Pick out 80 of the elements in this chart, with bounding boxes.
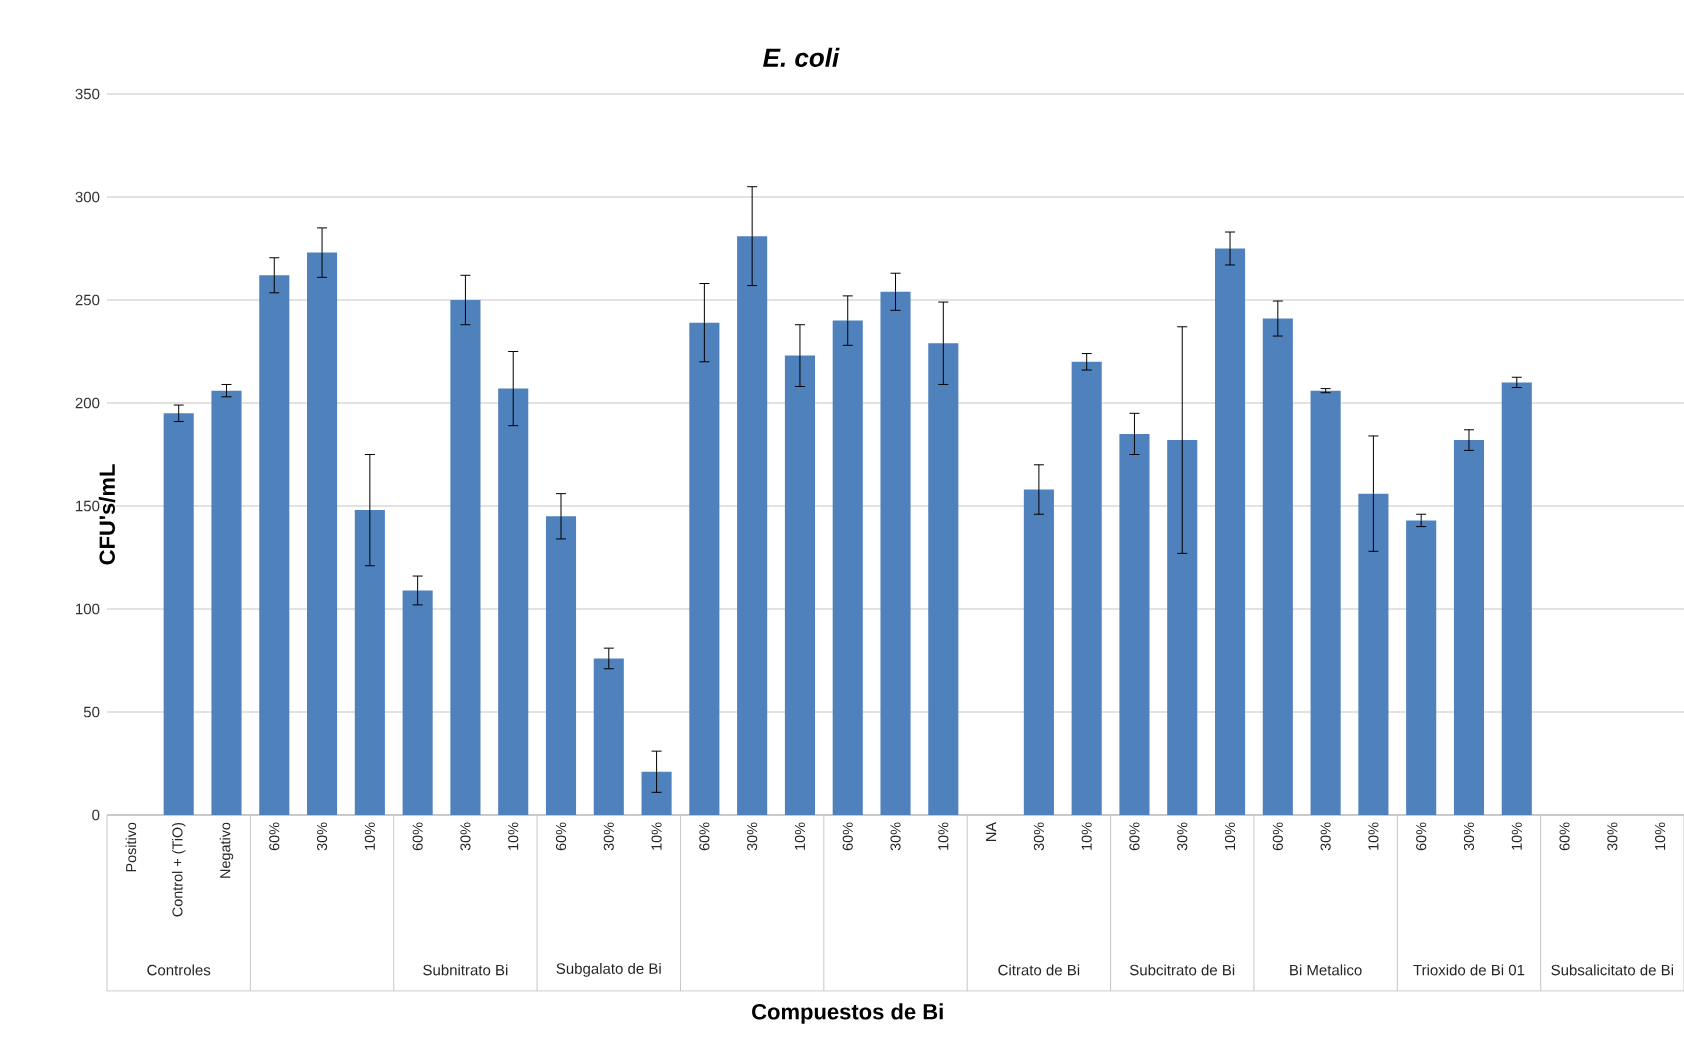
text: Subgalato de Bi (556, 962, 661, 977)
y-axis-title: CFU's/mL (98, 464, 116, 565)
chart-title: E. coli (763, 47, 840, 67)
bar (1358, 493, 1389, 815)
bar (832, 320, 863, 815)
bar (737, 236, 768, 815)
y-tick-label: 0 (92, 809, 100, 821)
bar (211, 390, 242, 815)
text: Subnitrato Bi (423, 964, 508, 976)
bar (498, 388, 529, 815)
bar (1310, 390, 1341, 815)
text: Citrato de Bi (998, 964, 1080, 976)
x-tick-label: Control + (TiO) (171, 822, 186, 917)
x-tick-label: 30% (460, 822, 471, 851)
x-tick-label: 30% (1320, 822, 1331, 851)
text: Trioxido de Bi 01 (1413, 964, 1525, 976)
x-tick-label: 10% (794, 822, 806, 850)
bar (1214, 248, 1246, 815)
bar (1453, 440, 1485, 815)
x-tick-label: 60% (842, 822, 853, 851)
y-tick-label: 200 (75, 397, 100, 409)
bar (1071, 361, 1102, 815)
bar (593, 658, 624, 815)
x-tick-label: 30% (1033, 822, 1044, 851)
bar (1501, 382, 1532, 815)
text: Subcitrato de Bi (1129, 964, 1235, 976)
x-tick-label: 10% (508, 822, 519, 850)
bar (307, 252, 338, 815)
text: Bi Metalico (1290, 964, 1362, 976)
bar (1167, 440, 1198, 815)
x-axis-title: Compuestos de Bi (752, 1003, 943, 1024)
bar (450, 299, 481, 815)
bar (545, 516, 577, 815)
x-tick-label: 10% (1224, 822, 1236, 850)
bar (1023, 489, 1054, 815)
x-tick-label: 60% (1129, 822, 1140, 851)
y-tick-label: 300 (75, 191, 100, 203)
bar (402, 590, 433, 815)
bar (354, 510, 385, 815)
y-tick-label: 250 (75, 294, 100, 306)
bar (259, 275, 290, 815)
text: Controles (147, 964, 211, 976)
text: Subsalicitato de Bi (1551, 964, 1674, 976)
bar (1119, 433, 1150, 815)
x-tick-label: 10% (1368, 822, 1379, 850)
bar (1406, 520, 1437, 815)
x-tick-label: 10% (938, 822, 949, 850)
x-tick-label: 60% (1272, 822, 1283, 851)
x-tick-label: 60% (412, 822, 423, 851)
y-tick-label: 150 (76, 500, 100, 512)
bar (689, 322, 720, 815)
y-tick-label: 100 (76, 603, 100, 615)
bar (1262, 318, 1293, 815)
bar (928, 343, 959, 815)
x-tick-label: 60% (269, 822, 280, 851)
x-tick-label: 30% (747, 822, 758, 851)
x-tick-label: 60% (699, 822, 710, 851)
x-tick-label: 30% (1463, 822, 1475, 851)
x-tick-label: Negativo (219, 822, 234, 878)
bar (163, 413, 194, 815)
bar (784, 355, 815, 815)
x-tick-label: 60% (555, 822, 567, 851)
x-tick-label: NA (986, 822, 997, 841)
x-tick-label: 10% (1511, 822, 1522, 850)
x-tick-label: 60% (1416, 822, 1427, 851)
bar (880, 291, 911, 815)
x-tick-label: 10% (1081, 822, 1092, 850)
x-tick-label: 10% (651, 822, 662, 850)
x-tick-label: 60% (1559, 822, 1570, 851)
x-tick-label: 30% (890, 822, 901, 851)
x-tick-label: 10% (1655, 822, 1666, 850)
x-tick-label: 10% (364, 822, 375, 850)
bar (641, 771, 672, 815)
y-tick-label: 50 (83, 706, 100, 718)
x-tick-label: Positivo (125, 822, 137, 872)
x-tick-label: 30% (316, 822, 328, 851)
y-tick-label: 350 (75, 88, 100, 100)
x-tick-label: 30% (1177, 822, 1188, 851)
x-tick-label: 30% (1607, 822, 1618, 851)
x-tick-label: 30% (603, 822, 614, 851)
